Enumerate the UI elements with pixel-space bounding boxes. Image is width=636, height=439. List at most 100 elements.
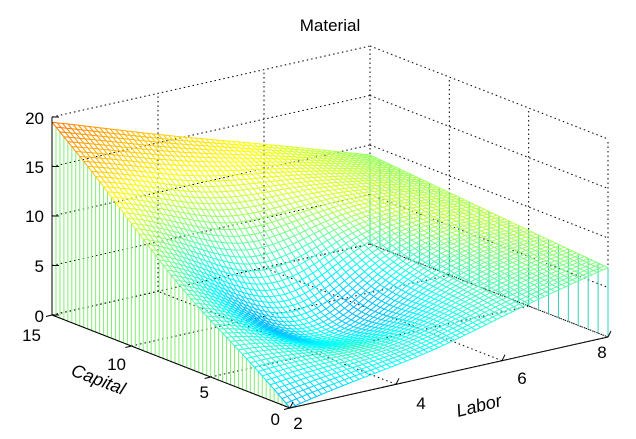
mesh-line <box>277 370 283 376</box>
mesh-line <box>545 258 552 262</box>
mesh-line <box>304 342 309 346</box>
mesh-line <box>178 284 185 286</box>
mesh-line <box>314 361 320 365</box>
mesh-line <box>202 283 208 289</box>
mesh-line <box>271 322 276 327</box>
mesh-line <box>444 305 451 310</box>
mesh-line <box>491 284 497 289</box>
mesh-line <box>359 373 365 378</box>
mesh-line <box>152 226 158 229</box>
mesh-line <box>346 367 353 370</box>
mesh-line <box>476 240 483 243</box>
mesh-line <box>316 216 323 220</box>
mesh-line <box>308 352 313 356</box>
mesh-line <box>423 301 430 307</box>
mesh-line <box>338 379 345 383</box>
mesh-line <box>86 152 91 158</box>
mesh-line <box>336 347 341 350</box>
mesh-line <box>383 356 389 361</box>
mesh-line <box>156 137 163 140</box>
mesh-line <box>463 252 470 256</box>
mesh-line <box>427 247 434 252</box>
mesh-line <box>268 266 275 270</box>
mesh-line <box>407 234 414 238</box>
mesh-line <box>515 226 521 229</box>
mesh-line <box>282 245 288 250</box>
mesh-line <box>193 276 198 282</box>
mesh-line <box>190 250 196 258</box>
mesh-line <box>357 363 364 367</box>
mesh-line <box>362 248 369 253</box>
mesh-line <box>129 169 135 176</box>
mesh-line <box>529 250 536 253</box>
mesh-line <box>201 232 207 235</box>
mesh-line <box>165 159 171 165</box>
mesh-line <box>287 343 292 347</box>
mesh-line <box>197 226 202 234</box>
mesh-line <box>141 224 147 231</box>
mesh-line <box>127 142 133 145</box>
mesh-line <box>418 287 425 293</box>
mesh-line <box>496 251 503 255</box>
mesh-line <box>329 360 336 363</box>
mesh-line <box>279 204 286 208</box>
mesh-line <box>504 286 511 291</box>
mesh-line <box>531 246 537 250</box>
mesh-line <box>268 348 275 351</box>
mesh-line <box>116 159 123 161</box>
mesh-line <box>529 279 536 284</box>
mesh-line <box>214 268 221 272</box>
mesh-line <box>320 199 327 202</box>
mesh-line <box>379 320 386 325</box>
mesh-line <box>472 319 479 324</box>
mesh-line <box>238 207 245 210</box>
mesh-line <box>132 160 138 167</box>
mesh-line <box>185 281 190 287</box>
mesh-line <box>207 297 213 303</box>
mesh-line <box>349 201 356 204</box>
mesh-line <box>446 300 452 305</box>
mesh-line <box>303 189 310 191</box>
mesh-line <box>156 137 162 143</box>
mesh-line <box>126 183 132 186</box>
mesh-line <box>307 391 313 395</box>
mesh-line <box>303 344 308 347</box>
mesh-line <box>214 247 220 255</box>
mesh-line <box>409 213 415 216</box>
mesh-line <box>281 372 288 376</box>
mesh-line <box>268 315 274 321</box>
mesh-line <box>337 365 344 369</box>
mesh-line <box>148 201 154 203</box>
mesh-line <box>230 341 235 347</box>
mesh-line <box>354 375 360 380</box>
mesh-line <box>363 359 369 364</box>
mesh-line <box>230 273 237 276</box>
mesh-line <box>483 222 490 225</box>
mesh-line <box>190 250 197 254</box>
mesh-line <box>539 237 545 240</box>
mesh-line <box>517 244 524 247</box>
mesh-line <box>503 220 509 223</box>
mesh-line <box>328 288 335 294</box>
mesh-line <box>489 306 496 311</box>
mesh-line <box>370 367 377 371</box>
mesh-line <box>143 200 149 203</box>
mesh-line <box>170 159 176 166</box>
mesh-line <box>155 216 161 220</box>
mesh-line <box>246 297 252 301</box>
mesh-line <box>487 251 494 254</box>
mesh-line <box>242 292 247 299</box>
mesh-line <box>163 208 169 211</box>
mesh-line <box>295 225 302 229</box>
mesh-line <box>183 269 189 276</box>
mesh-line <box>184 269 190 272</box>
mesh-line <box>182 288 189 291</box>
mesh-line <box>175 275 181 281</box>
mesh-line <box>304 289 311 294</box>
mesh-line <box>494 219 500 222</box>
mesh-line <box>447 214 454 218</box>
mesh-line <box>114 168 120 170</box>
mesh-line <box>265 342 271 347</box>
mesh-line <box>521 246 528 249</box>
mesh-line <box>348 362 354 366</box>
